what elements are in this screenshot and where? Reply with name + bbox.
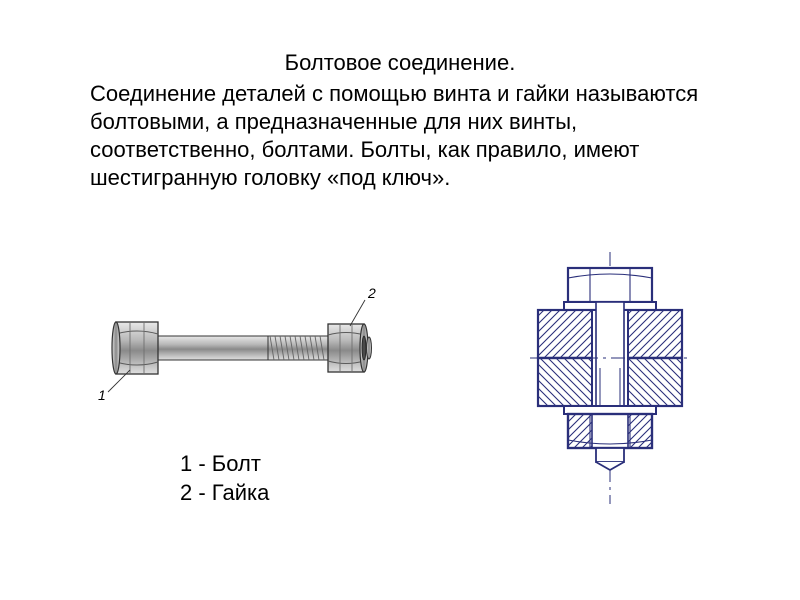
- page: Болтовое соединение. Соединение деталей …: [0, 0, 800, 600]
- legend: 1 - Болт 2 - Гайка: [180, 450, 269, 507]
- legend-item-1: 1 - Болт: [180, 450, 269, 479]
- nut-right: [328, 324, 372, 372]
- legend-item-2: 2 - Гайка: [180, 479, 269, 508]
- body-paragraph: Соединение деталей с помощью винта и гай…: [90, 80, 710, 193]
- figure-bolt-photo: 1 2: [80, 280, 390, 415]
- figure-label-1: 1: [98, 387, 106, 403]
- bolt-head: [112, 322, 158, 374]
- figure-label-2: 2: [367, 285, 376, 301]
- figure-section-drawing: [510, 248, 710, 508]
- page-title: Болтовое соединение.: [0, 50, 800, 76]
